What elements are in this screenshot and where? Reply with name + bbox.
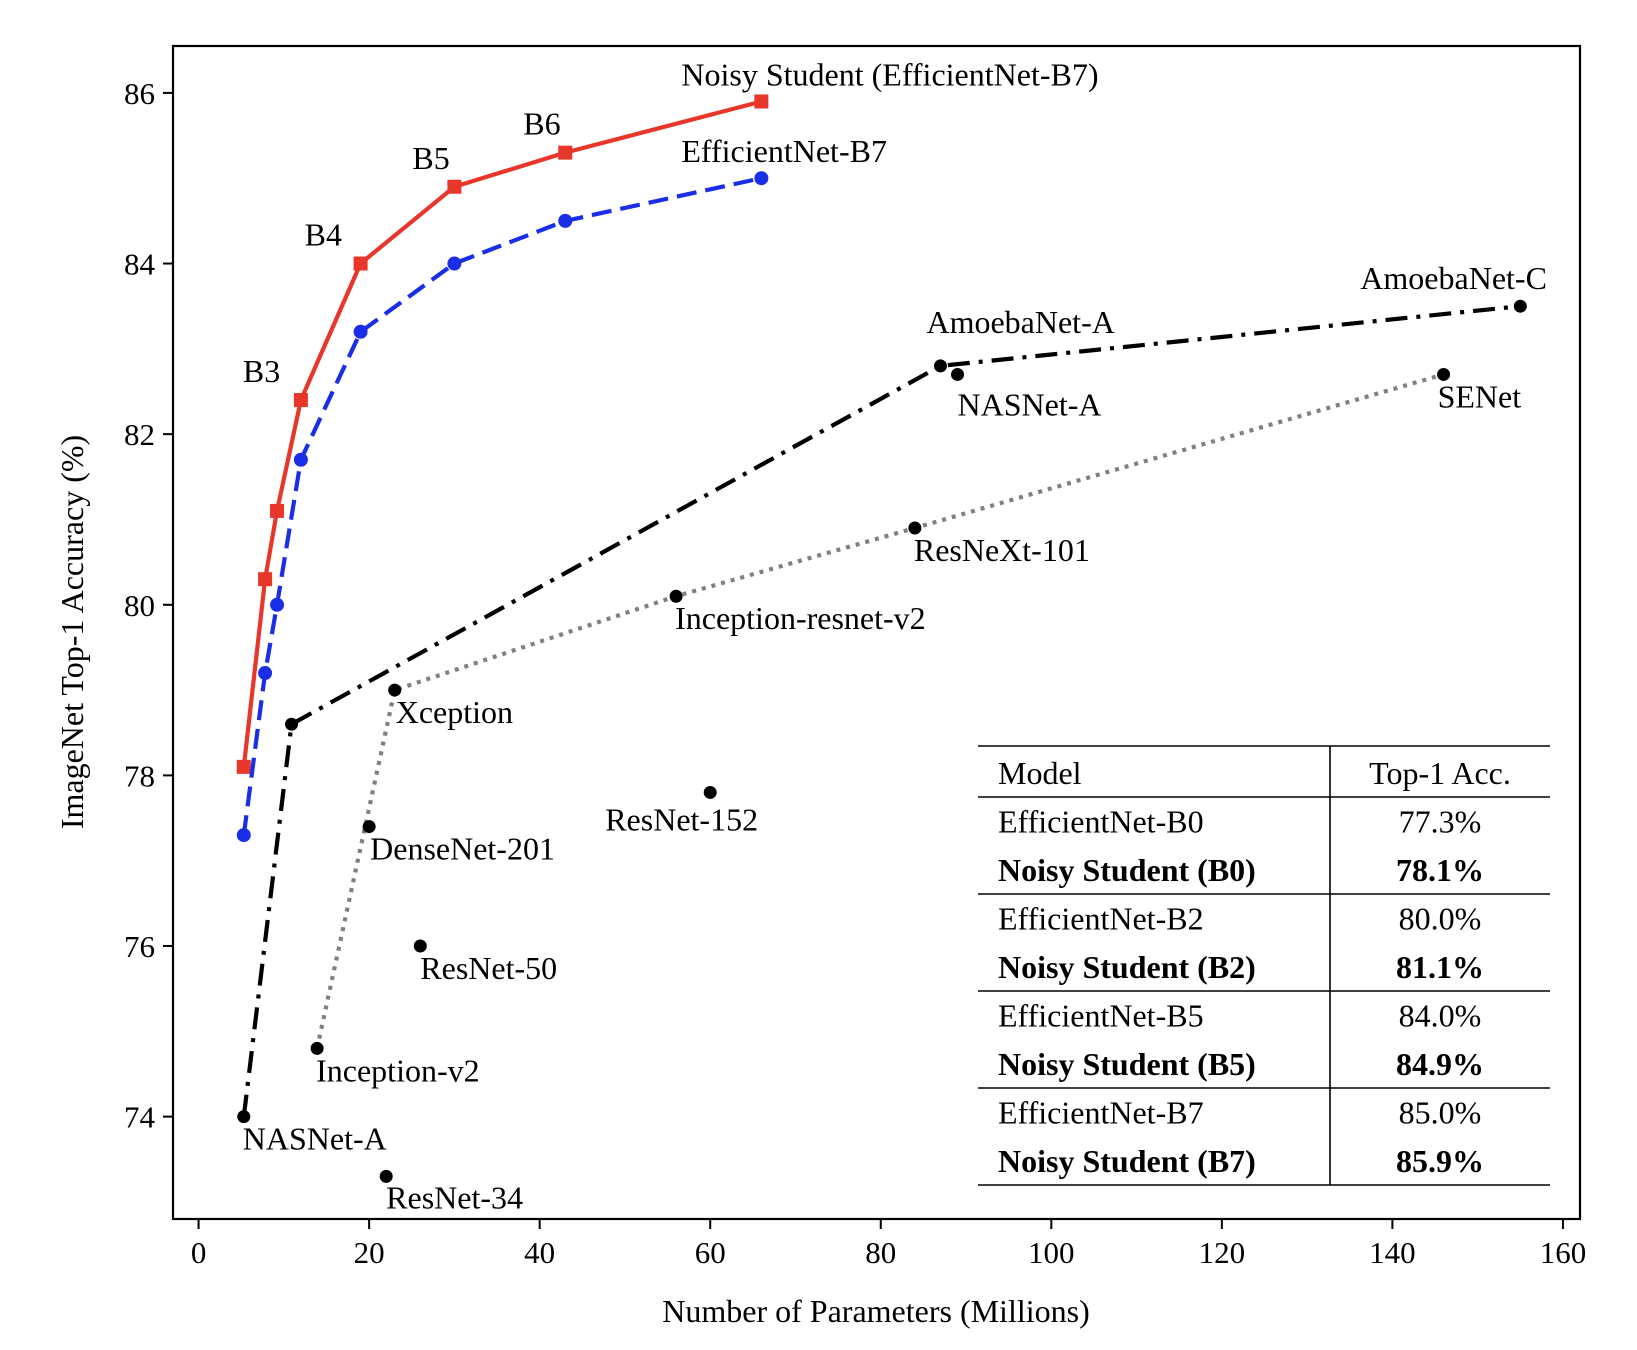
y-tick-label: 86 — [124, 76, 155, 111]
x-axis-title: Number of Parameters (Millions) — [662, 1293, 1089, 1329]
series-2-marker — [285, 717, 299, 731]
table-cell-acc: 80.0% — [1399, 901, 1482, 937]
series-line-2 — [241, 304, 1521, 1117]
table-cell-acc: 84.0% — [1399, 998, 1482, 1034]
annotation-label: ResNet-152 — [605, 801, 758, 837]
series-3-marker — [669, 589, 683, 603]
x-tick-label: 100 — [1028, 1235, 1075, 1270]
model-point — [379, 1169, 393, 1183]
annotation-label: NASNet-A — [243, 1121, 387, 1157]
annotation-label: NASNet-A — [958, 386, 1102, 422]
annotation-label: B3 — [243, 353, 280, 389]
series-1-marker — [447, 256, 462, 271]
series-2-marker — [1513, 299, 1527, 313]
y-tick-label: 84 — [124, 247, 156, 282]
x-tick-label: 80 — [865, 1235, 896, 1270]
series-3-marker — [908, 521, 922, 535]
y-tick-label: 76 — [124, 929, 155, 964]
y-tick-label: 78 — [124, 758, 155, 793]
series-3-marker — [388, 683, 402, 697]
series-line-0 — [241, 99, 762, 768]
annotation-label: AmoebaNet-A — [926, 304, 1114, 340]
table-cell-model: EfficientNet-B2 — [998, 901, 1204, 937]
series-2-marker — [237, 1110, 251, 1124]
annotation-label: ResNet-34 — [386, 1179, 523, 1215]
annotation-label: EfficientNet-B7 — [681, 133, 887, 169]
series-2-marker — [933, 359, 947, 373]
table-cell-model: EfficientNet-B5 — [998, 998, 1204, 1034]
table-cell-model: Noisy Student (B0) — [998, 852, 1256, 888]
series-0-marker — [558, 145, 573, 160]
series-1-marker — [558, 213, 573, 228]
x-tick-label: 120 — [1199, 1235, 1246, 1270]
annotation-label: SENet — [1438, 378, 1522, 414]
series-1-marker — [270, 597, 285, 612]
results-table: Model Top-1 Acc. EfficientNet-B0 77.3% Noisy… — [978, 745, 1550, 1186]
table-cell-model: Noisy Student (B2) — [998, 949, 1256, 985]
annotation-label: Inception-resnet-v2 — [675, 600, 926, 636]
series-1-marker — [353, 324, 368, 339]
table-header-acc: Top-1 Acc. — [1369, 755, 1511, 791]
series-0-marker — [447, 179, 462, 194]
x-tick-label: 0 — [191, 1235, 207, 1270]
model-point — [413, 939, 427, 953]
x-tick-label: 20 — [354, 1235, 385, 1270]
model-point — [362, 820, 376, 834]
table-cell-acc: 81.1% — [1396, 949, 1484, 985]
annotation-label: B5 — [412, 140, 449, 176]
series-1-marker — [258, 666, 273, 681]
series-0-marker — [293, 393, 308, 408]
axis-layer: 0 20 40 60 80 100 120 140 160 74 76 78 80 82 84 86 — [124, 76, 1586, 1270]
series-layer — [236, 94, 1527, 1124]
series-3-marker — [1437, 367, 1451, 381]
plot-frame — [171, 44, 1582, 1221]
annotation-label: Noisy Student (EfficientNet-B7) — [681, 56, 1098, 92]
series-3-marker — [310, 1041, 324, 1055]
annotation-layer: Noisy Student (EfficientNet-B7) B6 B5 B4 B3 E… — [243, 56, 1547, 1215]
model-point — [703, 785, 717, 799]
annotation-label: B4 — [305, 217, 342, 253]
y-tick-label: 74 — [124, 1100, 156, 1135]
table-cell-model: Noisy Student (B5) — [998, 1046, 1256, 1082]
table-cell-model: EfficientNet-B0 — [998, 804, 1204, 840]
series-0-marker — [754, 94, 769, 109]
table-cell-acc: 78.1% — [1396, 852, 1484, 888]
annotation-label: ResNet-50 — [420, 950, 557, 986]
y-axis-title: ImageNet Top-1 Accuracy (%) — [54, 435, 90, 829]
series-0-marker — [353, 256, 368, 271]
annotation-label: Inception-v2 — [316, 1052, 480, 1088]
series-0-marker — [258, 572, 273, 587]
x-tick-label: 160 — [1540, 1235, 1587, 1270]
table-cell-model: Noisy Student (B7) — [998, 1143, 1256, 1179]
series-1-marker — [754, 171, 769, 186]
annotation-label: ResNeXt-101 — [914, 532, 1090, 568]
series-0-marker — [270, 503, 285, 518]
annotation-label: DenseNet-201 — [370, 831, 555, 867]
model-point — [951, 367, 965, 381]
series-1-marker — [236, 828, 251, 843]
y-tick-label: 80 — [124, 588, 155, 623]
x-tick-label: 40 — [524, 1235, 555, 1270]
y-tick-label: 82 — [124, 417, 155, 452]
table-cell-acc: 77.3% — [1399, 804, 1482, 840]
points-layer — [362, 367, 965, 1183]
annotation-label: Xception — [396, 694, 513, 730]
x-tick-label: 60 — [695, 1235, 726, 1270]
table-cell-acc: 84.9% — [1396, 1046, 1484, 1082]
table-cell-model: EfficientNet-B7 — [998, 1095, 1204, 1131]
table-background — [978, 746, 1550, 1185]
table-header-model: Model — [998, 755, 1082, 791]
series-line-1 — [241, 176, 762, 836]
x-tick-label: 140 — [1369, 1235, 1416, 1270]
annotation-label: B6 — [523, 106, 560, 142]
series-0-marker — [236, 759, 251, 774]
annotation-label: AmoebaNet-C — [1360, 260, 1547, 296]
table-cell-acc: 85.9% — [1396, 1143, 1484, 1179]
table-cell-acc: 85.0% — [1399, 1095, 1482, 1131]
series-1-marker — [293, 452, 308, 467]
